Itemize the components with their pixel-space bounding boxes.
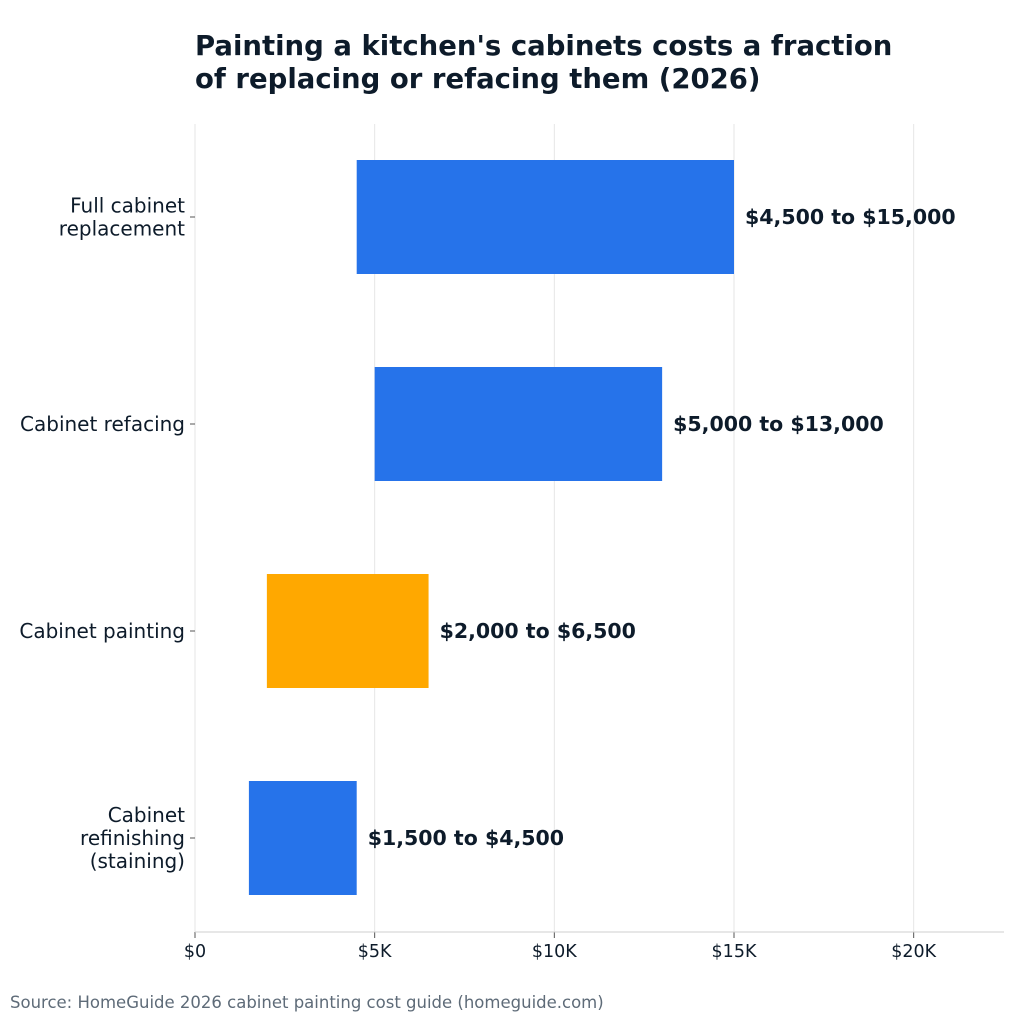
chart-title: Painting a kitchen's cabinets costs a fr… <box>195 30 995 96</box>
data-label-3: $1,500 to $4,500 <box>368 826 564 850</box>
x-axis: $0 $5K $10K $15K $20K <box>184 931 1004 962</box>
bar-3 <box>248 781 357 895</box>
bar-0 <box>356 160 734 274</box>
data-label-2: $2,000 to $6,500 <box>440 619 636 643</box>
bars: $4,500 to $15,000 $5,000 to $13,000 $2,000… <box>248 160 956 895</box>
chart-title-line-2: of replacing or refacing them (2026) <box>195 63 761 95</box>
bar-1 <box>374 367 663 481</box>
x-tick-label-3: $15K <box>712 942 757 962</box>
chart-title-line-1: Painting a kitchen's cabinets costs a fr… <box>195 30 893 62</box>
data-label-0: $4,500 to $15,000 <box>745 205 956 229</box>
x-tick-label-1: $5K <box>358 942 392 962</box>
data-label-1: $5,000 to $13,000 <box>673 412 884 436</box>
category-label-2: Cabinet painting <box>19 619 185 643</box>
category-label-0: Full cabinet replacement <box>59 194 185 241</box>
x-tick-label-2: $10K <box>532 942 577 962</box>
category-labels: Full cabinet replacement Cabinet refacing C… <box>19 194 195 873</box>
x-tick-label-4: $20K <box>891 942 936 962</box>
x-tick-label-0: $0 <box>184 942 206 962</box>
category-label-3: Cabinet refinishing (staining) <box>80 803 185 873</box>
bar-2 <box>266 574 429 688</box>
source-note: Source: HomeGuide 2026 cabinet painting … <box>10 993 604 1012</box>
category-label-1: Cabinet refacing <box>20 412 185 436</box>
